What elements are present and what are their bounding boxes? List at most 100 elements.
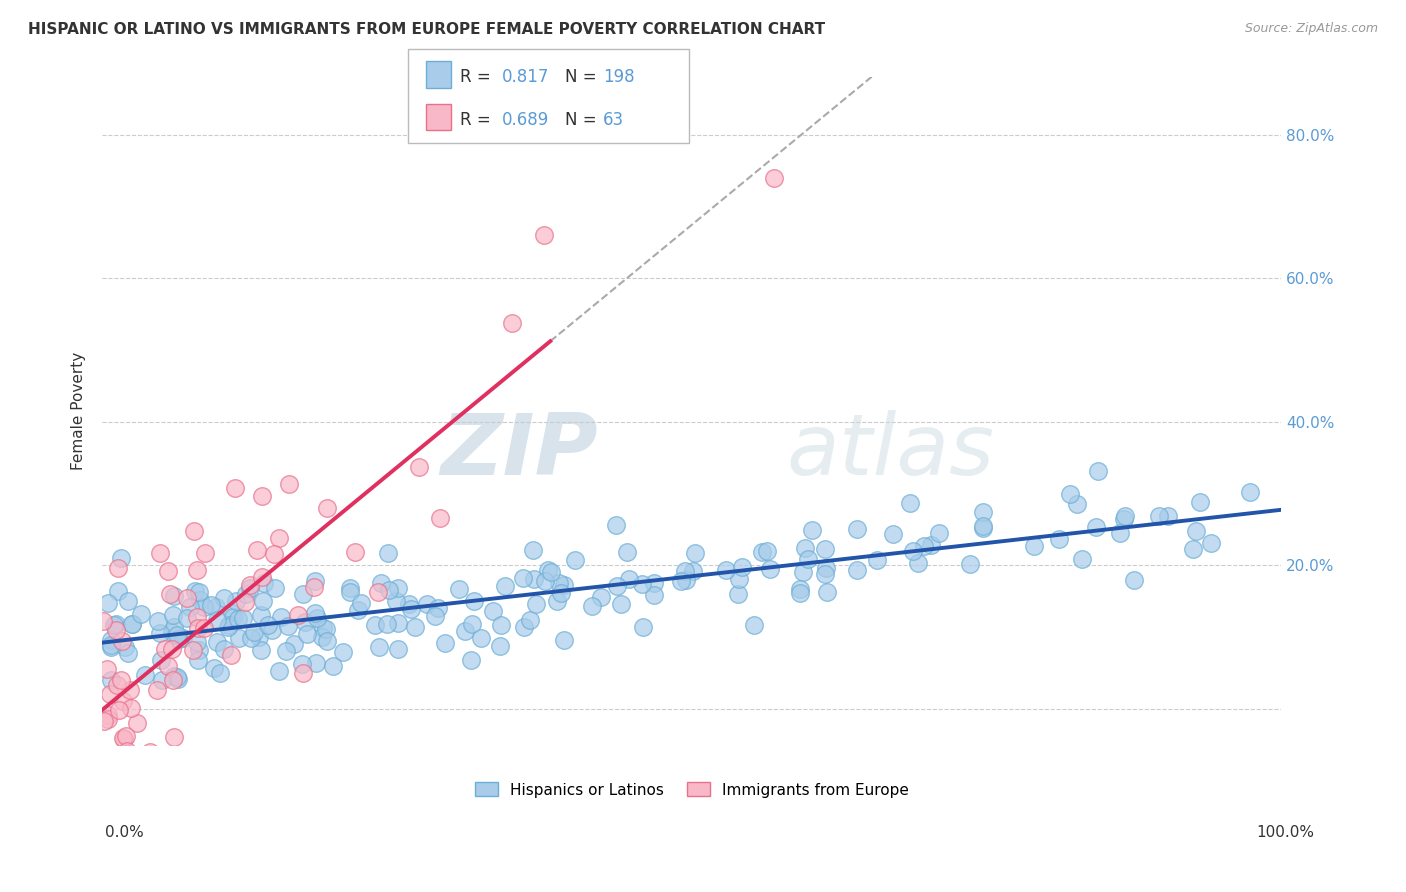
Point [156,564,179,578]
Point [489,618,512,632]
Point [242,624,264,639]
Point [163,668,186,682]
Point [619,572,641,586]
Point [107,561,129,575]
Point [801,523,824,537]
Text: atlas: atlas [786,409,994,492]
Point [789,582,811,596]
Point [792,565,814,579]
Point [100,632,122,647]
Point [221,610,243,624]
Point [111,634,134,648]
Point [553,578,575,592]
Point [454,624,477,639]
Text: 0.817: 0.817 [502,69,550,87]
Point [377,546,399,560]
Point [221,606,243,620]
Point [226,612,249,626]
Point [1199,536,1222,550]
Point [404,619,426,633]
Point [375,616,398,631]
Point [512,571,534,585]
Point [633,620,655,634]
Point [1184,524,1206,538]
Point [163,589,186,603]
Point [1087,464,1109,478]
Point [548,575,571,590]
Point [494,579,516,593]
Point [759,562,782,576]
Point [252,576,274,591]
Point [117,646,139,660]
Point [449,582,471,596]
Point [228,632,250,646]
Point [682,564,704,578]
Point [183,524,205,538]
Point [110,673,132,688]
Point [900,496,922,510]
Text: 0.689: 0.689 [502,111,550,128]
Point [524,598,547,612]
Point [751,544,773,558]
Point [972,505,994,519]
Point [304,574,326,588]
Point [519,613,541,627]
Point [111,759,134,773]
Point [1239,485,1261,500]
Point [903,543,925,558]
Point [120,700,142,714]
Point [240,631,263,645]
Point [205,599,228,614]
Point [1059,486,1081,500]
Point [928,525,950,540]
Point [481,604,503,618]
Point [162,673,184,687]
Point [159,587,181,601]
Point [546,594,568,608]
Point [112,694,135,708]
Point [914,539,936,553]
Point [1066,497,1088,511]
Point [93,714,115,728]
Point [263,547,285,561]
Point [907,556,929,570]
Point [200,599,222,613]
Point [107,584,129,599]
Point [100,640,122,655]
Point [463,593,485,607]
Point [224,481,246,495]
Point [728,572,751,586]
Point [304,580,326,594]
Point [512,620,534,634]
Point [312,621,335,635]
Point [218,618,240,632]
Point [105,678,128,692]
Point [179,600,201,615]
Point [433,636,456,650]
Point [305,656,328,670]
Point [246,543,269,558]
Point [1024,539,1046,553]
Point [166,670,188,684]
Point [540,565,562,579]
Point [176,591,198,605]
Point [1085,519,1108,533]
Point [250,570,273,584]
Point [311,630,333,644]
Point [332,645,354,659]
Point [184,584,207,599]
Point [188,585,211,599]
Point [172,631,194,645]
Point [564,553,586,567]
Point [606,579,628,593]
Point [264,581,287,595]
Point [186,610,208,624]
Point [250,489,273,503]
Point [166,628,188,642]
Point [408,459,430,474]
Point [235,587,257,601]
Point [387,582,409,596]
Point [122,759,145,773]
Point [115,729,138,743]
Text: R =: R = [460,69,496,87]
